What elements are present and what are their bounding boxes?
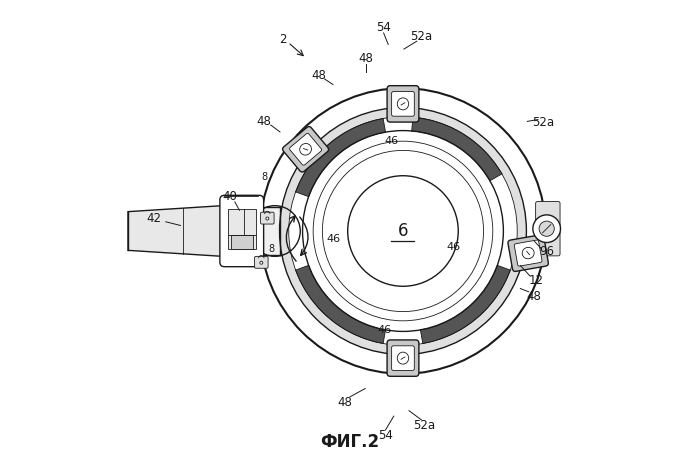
FancyBboxPatch shape: [508, 235, 548, 271]
Text: 46: 46: [447, 242, 461, 252]
Text: 6: 6: [398, 222, 408, 240]
Bar: [231, 235, 253, 249]
Text: 2: 2: [279, 33, 287, 46]
Text: 48: 48: [256, 115, 272, 128]
Polygon shape: [421, 265, 510, 343]
Text: 48: 48: [312, 69, 327, 82]
Polygon shape: [295, 119, 386, 197]
Circle shape: [279, 108, 526, 354]
Circle shape: [266, 217, 269, 220]
Polygon shape: [412, 117, 502, 181]
Text: 54: 54: [376, 21, 391, 34]
Bar: [228, 209, 256, 249]
Circle shape: [288, 117, 517, 345]
Circle shape: [260, 261, 262, 264]
Circle shape: [533, 215, 561, 243]
Text: 8: 8: [262, 172, 268, 182]
FancyBboxPatch shape: [387, 85, 419, 122]
Text: 48: 48: [337, 396, 352, 409]
Text: 8: 8: [269, 243, 275, 254]
Text: 52a: 52a: [533, 116, 554, 129]
Text: 42: 42: [147, 212, 162, 225]
FancyBboxPatch shape: [391, 346, 414, 371]
FancyBboxPatch shape: [387, 340, 419, 377]
Ellipse shape: [522, 247, 534, 259]
FancyBboxPatch shape: [260, 212, 274, 224]
Ellipse shape: [300, 144, 312, 155]
Text: 12: 12: [528, 274, 544, 287]
FancyBboxPatch shape: [290, 134, 322, 165]
Text: ФИГ.2: ФИГ.2: [321, 433, 379, 451]
Text: 46: 46: [384, 136, 398, 146]
Circle shape: [539, 221, 554, 236]
Text: 96: 96: [539, 245, 554, 258]
Text: 40: 40: [222, 190, 237, 203]
Ellipse shape: [398, 352, 409, 364]
Bar: [259, 207, 279, 255]
Text: 46: 46: [377, 325, 391, 335]
FancyBboxPatch shape: [283, 127, 328, 172]
Text: 48: 48: [358, 52, 373, 65]
Text: 48: 48: [527, 290, 542, 303]
Polygon shape: [295, 265, 386, 343]
Text: 54: 54: [378, 429, 393, 442]
FancyBboxPatch shape: [391, 91, 414, 116]
FancyBboxPatch shape: [255, 256, 268, 268]
Circle shape: [260, 88, 546, 374]
FancyBboxPatch shape: [514, 240, 542, 266]
FancyBboxPatch shape: [220, 195, 264, 267]
Polygon shape: [128, 206, 222, 256]
Circle shape: [348, 176, 458, 286]
Text: 52a: 52a: [412, 419, 435, 432]
Text: 52a: 52a: [410, 30, 432, 43]
Text: 46: 46: [327, 234, 341, 244]
Ellipse shape: [398, 98, 409, 110]
FancyBboxPatch shape: [536, 201, 560, 256]
